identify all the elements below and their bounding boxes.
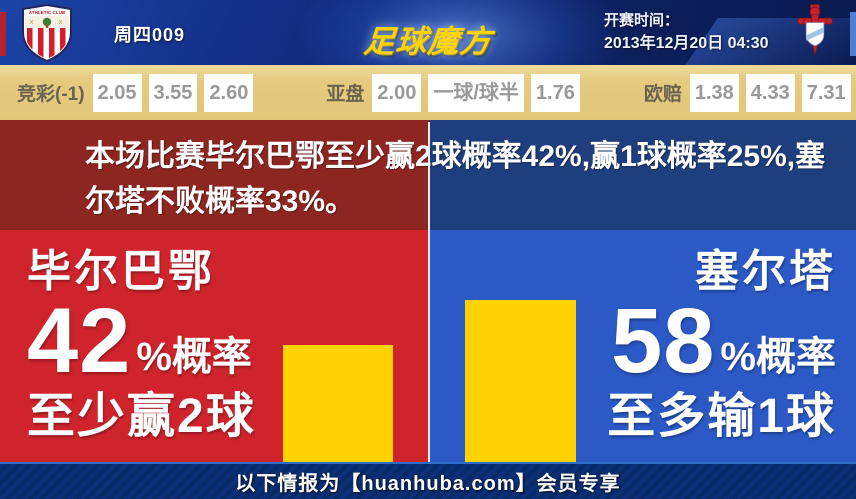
home-team-name: 毕尔巴鄂 [27,247,215,296]
odds-label-jingcai: 竞彩(-1) [17,84,85,105]
odds-value-box: 4.33 [745,73,795,112]
kickoff-info: 开赛时间： 2013年12月20日 04:30 [604,10,769,55]
away-probability-bar [465,300,576,462]
summary-banner-right-panel [429,120,856,230]
svg-text:X: X [30,20,34,26]
kickoff-label: 开赛时间： [604,12,680,29]
header: ATHLETIC CLUB X X 周四009 [0,0,856,65]
away-team-crest-icon [793,3,837,60]
odds-group-asian-handicap: 亚盘 2.00 一球/球半 1.76 [326,73,586,112]
home-outcome-label: 至少赢2球 [27,390,256,443]
odds-value-box: 2.00 [372,73,422,112]
away-outcome-label: 至多输1球 [607,390,836,443]
odds-value-box: 1.38 [689,73,739,112]
svg-text:X: X [59,20,63,26]
odds-value-box: 2.05 [92,73,142,112]
odds-value-box: 1.76 [530,73,580,112]
away-team-block: 塞尔塔 58 %概率 至多输1球 [607,246,836,444]
home-team-block: 毕尔巴鄂 42 %概率 至少赢2球 [27,246,256,444]
away-team-name: 塞尔塔 [695,247,836,296]
odds-label-european: 欧赔 [643,84,682,105]
away-percent-suffix: %概率 [720,335,836,379]
footer-text: 以下情报为【huanhuba.com】会员专享 [235,473,621,495]
svg-text:ATHLETIC CLUB: ATHLETIC CLUB [29,10,66,15]
site-logo: 足球魔方 [350,6,530,60]
summary-banner-left-panel [0,120,429,230]
match-code: 周四009 [114,25,186,45]
probability-comparison: 毕尔巴鄂 42 %概率 至少赢2球 塞尔塔 58 %概率 至多输1球 [0,230,856,462]
odds-label-asian-handicap: 亚盘 [326,84,365,105]
home-percent-value: 42 [27,290,132,392]
odds-value-box: 2.60 [204,73,254,112]
odds-handicap-box: 一球/球半 [428,73,524,112]
kickoff-time: 2013年12月20日 04:30 [604,35,769,52]
home-team-crest-icon: ATHLETIC CLUB X X [21,3,73,63]
header-right-accent [850,12,856,56]
odds-bar: 竞彩(-1) 2.05 3.55 2.60 亚盘 2.00 一球/球半 1.76… [0,65,856,120]
site-logo-text: 足球魔方 [362,24,494,59]
home-percent-suffix: %概率 [136,335,252,379]
footer-bar: 以下情报为【huanhuba.com】会员专享 [0,462,856,499]
summary-text: 本场比赛毕尔巴鄂至少赢2球概率42%,赢1球概率25%,塞尔塔不败概率33%。 [85,140,826,218]
summary-banner: 本场比赛毕尔巴鄂至少赢2球概率42%,赢1球概率25%,塞尔塔不败概率33%。 [0,120,856,230]
header-left-accent [0,12,6,56]
odds-value-box: 3.55 [148,73,198,112]
home-probability-bar [283,345,393,462]
odds-group-european: 欧赔 1.38 4.33 7.31 [643,73,856,112]
odds-value-box: 7.31 [801,73,851,112]
away-percent-value: 58 [611,290,716,392]
center-divider [428,122,430,462]
odds-group-jingcai: 竞彩(-1) 2.05 3.55 2.60 [17,73,260,112]
